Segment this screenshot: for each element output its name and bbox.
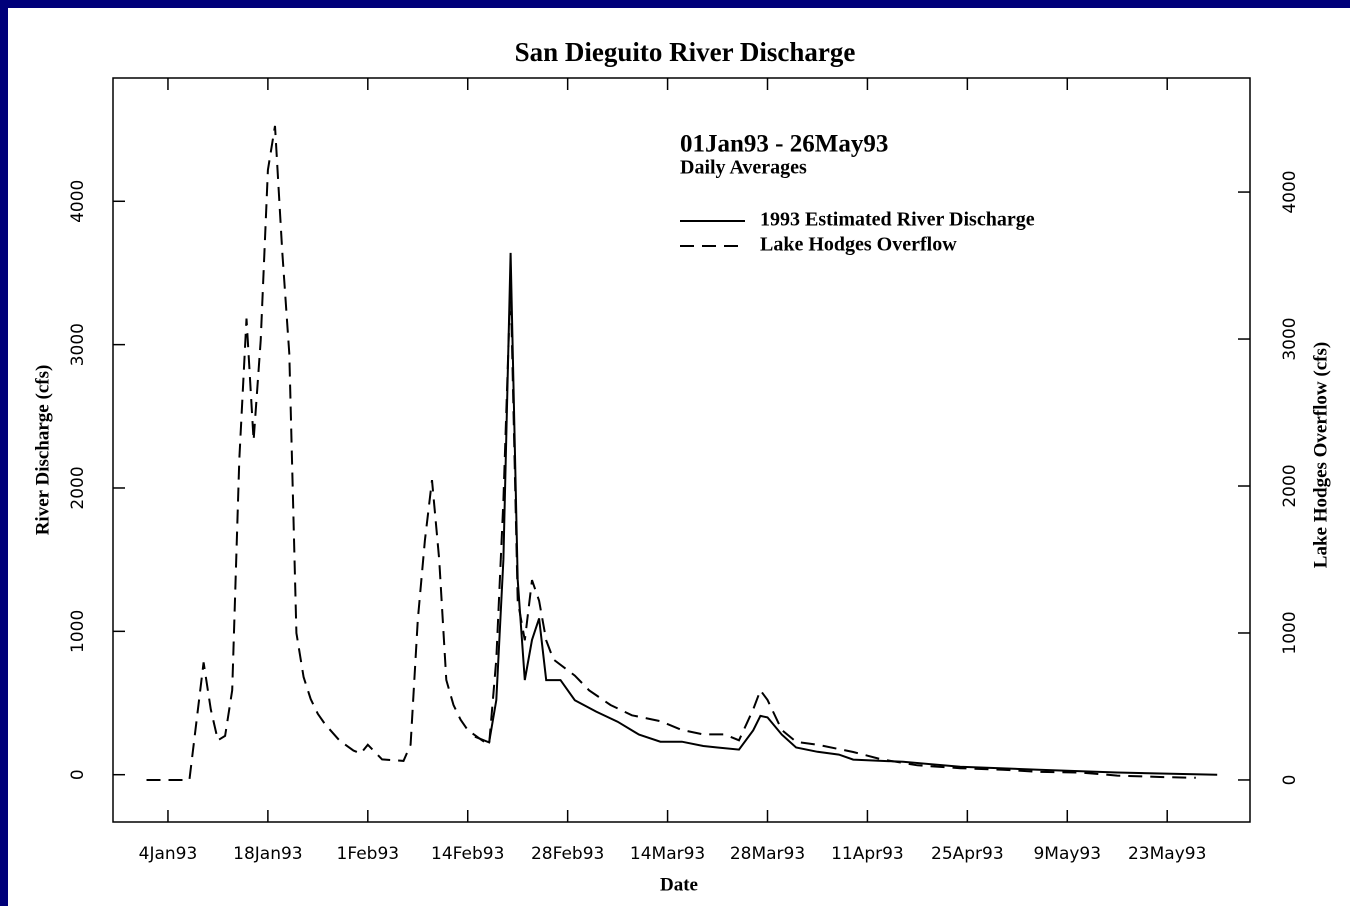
- y-axis-label: River Discharge (cfs): [32, 365, 53, 536]
- series-line: [146, 125, 1196, 781]
- annotation: Daily Averages: [680, 157, 807, 179]
- x-tick-label: 25Apr93: [931, 844, 1004, 864]
- y-tick-label: 0: [68, 769, 88, 780]
- y2-tick-label: 3000: [1280, 317, 1300, 360]
- y2-tick-label: 4000: [1280, 170, 1300, 213]
- x-tick-label: 11Apr93: [831, 844, 904, 864]
- y2-tick-label: 0: [1280, 775, 1300, 786]
- x-tick-label: 4Jan93: [139, 844, 198, 864]
- x-tick-label: 14Feb93: [431, 844, 504, 864]
- x-tick-label: 14Mar93: [630, 844, 705, 864]
- y-tick-label: 1000: [68, 610, 88, 653]
- x-tick-label: 28Feb93: [531, 844, 604, 864]
- chart-title: San Dieguito River Discharge: [515, 37, 856, 67]
- plot-frame: [112, 77, 1251, 823]
- y2-tick-label: 1000: [1280, 611, 1300, 654]
- y2-tick-label: 2000: [1280, 464, 1300, 507]
- background: [8, 8, 1350, 906]
- x-tick-label: 23May93: [1128, 844, 1206, 864]
- y-tick-label: 3000: [68, 323, 88, 366]
- legend-label: 1993 Estimated River Discharge: [760, 209, 1035, 231]
- x-axis-label: Date: [660, 874, 698, 895]
- legend-label: Lake Hodges Overflow: [760, 234, 957, 256]
- x-tick-label: 18Jan93: [233, 844, 302, 864]
- y-tick-label: 4000: [68, 180, 88, 223]
- annotation: 01Jan93 - 26May93: [680, 131, 888, 158]
- x-tick-label: 1Feb93: [337, 844, 400, 864]
- y-tick-label: 2000: [68, 466, 88, 509]
- x-tick-label: 28Mar93: [730, 844, 805, 864]
- y2-axis-label: Lake Hodges Overflow (cfs): [1310, 342, 1331, 568]
- x-tick-label: 9May93: [1033, 844, 1101, 864]
